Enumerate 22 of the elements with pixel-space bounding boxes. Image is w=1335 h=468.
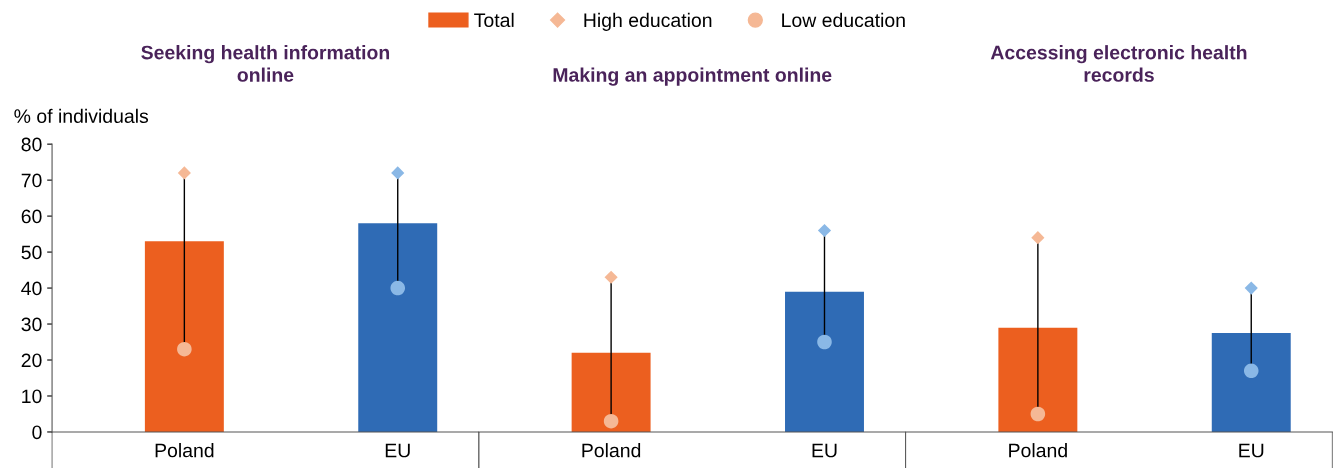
chart-title: Making an appointment online (553, 67, 832, 86)
x-tick-label: Poland (155, 443, 214, 458)
y-axis-title: % of individuals (14, 108, 149, 124)
y-tick-label: 50 (21, 245, 42, 260)
y-tick-label: 10 (22, 389, 42, 404)
y-tick-label: 60 (21, 209, 42, 224)
y-tick-label: 30 (21, 317, 42, 332)
legend-label: High education (584, 12, 712, 31)
chart-title: Seeking health information online (141, 45, 390, 82)
x-tick-label: EU (812, 443, 837, 458)
legend-label: Low education (782, 12, 905, 28)
y-tick-label: 80 (21, 137, 42, 152)
x-tick-label: Poland (582, 443, 641, 458)
y-tick-label: 0 (32, 425, 42, 440)
chart-title: Accessing electronic health records (990, 45, 1247, 82)
x-tick-label: EU (1239, 443, 1264, 458)
y-tick-label: 20 (21, 353, 42, 368)
x-tick-label: EU (385, 443, 410, 458)
legend-label: Total (474, 12, 514, 28)
y-tick-label: 40 (21, 281, 42, 296)
x-tick-label: Poland (1009, 443, 1067, 458)
y-tick-label: 70 (21, 173, 42, 188)
